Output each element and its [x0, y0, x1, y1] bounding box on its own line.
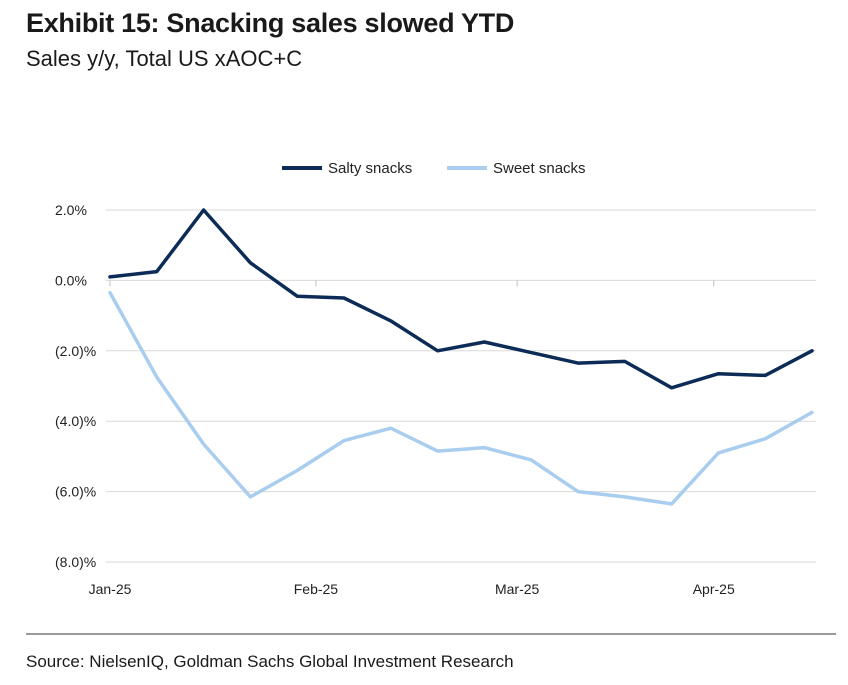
x-tick-label: Jan-25 [89, 581, 132, 597]
legend: Salty snacks Sweet snacks [282, 160, 586, 177]
source-note: Source: NielsenIQ, Goldman Sachs Global … [26, 652, 514, 671]
y-tick-label: 0.0% [55, 272, 87, 288]
y-tick-label: (2.0)% [55, 343, 96, 359]
x-tick-label: Apr-25 [693, 581, 735, 597]
series-lines [108, 208, 814, 506]
y-axis-labels: 2.0% 0.0% (2.0)% (4.0)% (6.0)% (8.0)% [55, 202, 96, 570]
legend-label: Sweet snacks [493, 160, 586, 177]
y-tick-label: 2.0% [55, 202, 87, 218]
y-tick-label: (4.0)% [55, 413, 96, 429]
series-line-salty-snacks [108, 208, 814, 390]
series-line-sweet-snacks [108, 290, 814, 506]
legend-label: Salty snacks [328, 160, 412, 177]
grid-lines [106, 209, 816, 563]
chart-subtitle: Sales y/y, Total US xAOC+C [26, 46, 303, 71]
y-tick-label: (8.0)% [55, 554, 96, 570]
line-chart: Salty snacks Sweet snacks 2.0% 0.0% (2.0)% (… [55, 160, 816, 597]
x-tick-label: Mar-25 [495, 581, 540, 597]
footer-divider [26, 633, 836, 635]
x-tick-label: Feb-25 [294, 581, 339, 597]
y-tick-label: (6.0)% [55, 484, 96, 500]
chart-title: Exhibit 15: Snacking sales slowed YTD [26, 8, 515, 38]
x-axis-labels: Jan-25 Feb-25 Mar-25 Apr-25 [89, 581, 735, 597]
